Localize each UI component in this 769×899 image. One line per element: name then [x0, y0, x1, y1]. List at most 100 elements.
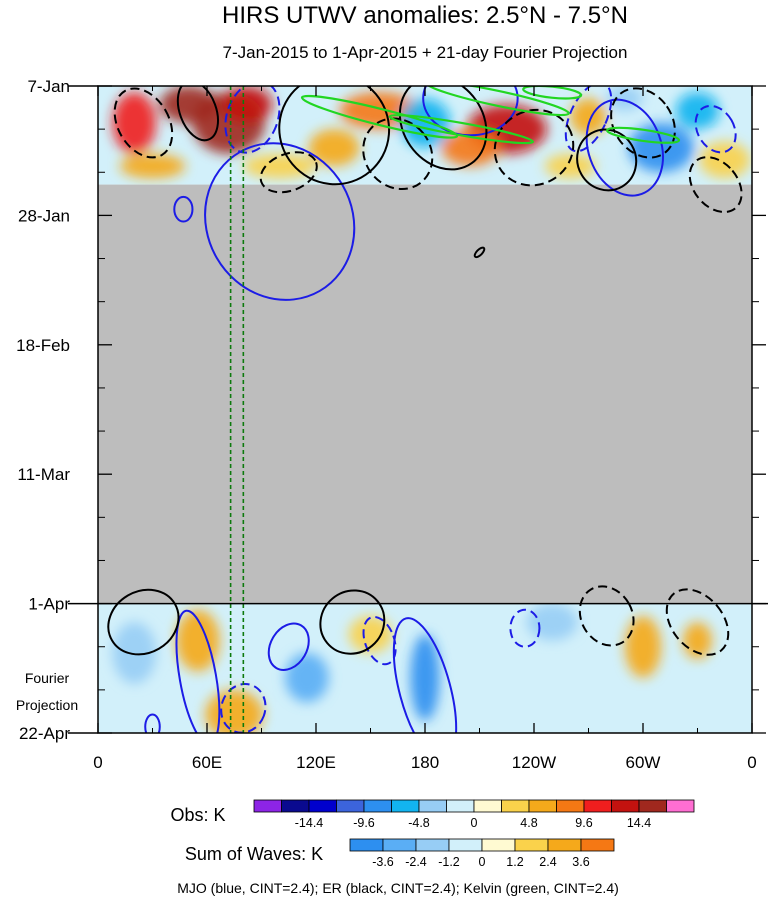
obs-colorbar-swatch-7 [446, 799, 475, 813]
obs-colorbar-swatch-8 [473, 799, 502, 813]
waves-colorbar-swatch-7 [580, 838, 615, 852]
kelvin-contour-1 [425, 86, 570, 117]
waves-colorbar-swatch-6 [547, 838, 582, 852]
x-tick-label-3: 180 [411, 753, 439, 772]
obs-colorbar-swatch-12 [583, 799, 612, 813]
obs-colorbar: -14.4 -9.6 -4.8 0 4.8 9.6 14.4 [253, 799, 695, 830]
mjo-contour-4 [224, 86, 281, 154]
projection-anomaly-blob-6 [285, 652, 329, 703]
er-contour-13 [665, 588, 730, 656]
er-contour-11 [319, 589, 386, 655]
er-contour-14 [473, 246, 486, 259]
obs-anomaly-blob-7 [308, 129, 360, 167]
er-contour-9 [259, 151, 318, 194]
kelvin-contour-2 [388, 114, 535, 145]
y-tick-label-4: 1-Apr [28, 595, 70, 614]
x-tick-label-1: 60E [192, 753, 222, 772]
projection-anomaly-blob-4 [682, 622, 713, 660]
waves-colorbar-tick-label-3: 0 [479, 855, 486, 869]
waves-colorbar-tick-label-0: -3.6 [372, 855, 394, 869]
y-tick-label-3: 11-Mar [17, 465, 70, 484]
projection-anomaly-blob-3 [624, 615, 662, 678]
er-contour-8 [688, 156, 743, 214]
mjo-contour-7 [175, 609, 221, 733]
mjo-contour-1 [422, 86, 519, 137]
waves-colorbar-tick-label-1: -2.4 [405, 855, 427, 869]
er-contour-4 [610, 87, 676, 159]
obs-colorbar-swatch-5 [391, 799, 420, 813]
obs-anomaly-blob-2 [112, 92, 157, 154]
missing-data-region [98, 184, 752, 604]
er-contour-3 [362, 117, 434, 191]
obs-colorbar-swatch-3 [336, 799, 365, 813]
obs-anomaly-blob-11 [675, 92, 720, 130]
y-tick-label-1: 28-Jan [18, 206, 70, 225]
projection-anomaly-blob-7 [526, 603, 578, 641]
x-tick-label-5: 60W [626, 753, 661, 772]
waves-colorbar-swatch-5 [514, 838, 549, 852]
kelvin-contour-3 [605, 126, 681, 144]
obs-colorbar-tick-label-4: 4.8 [520, 816, 537, 830]
obs-colorbar-tick-label-0: -14.4 [295, 816, 324, 830]
obs-colorbar-swatch-10 [528, 799, 557, 813]
obs-colorbar-swatch-15 [666, 799, 695, 813]
y-tick-label-0: 7-Jan [27, 77, 70, 96]
obs-colorbar-tick-label-6: 14.4 [627, 816, 651, 830]
chart-title: HIRS UTWV anomalies: 2.5°N - 7.5°N [222, 2, 628, 29]
projection-anomaly-blob-5 [348, 615, 393, 653]
mjo-contour-2 [585, 98, 664, 197]
mjo-contour-8 [392, 617, 458, 733]
waves-colorbar: -3.6 -2.4 -1.2 0 1.2 2.4 3.6 [349, 838, 615, 869]
mjo-contour-13 [144, 713, 161, 733]
obs-colorbar-swatch-6 [418, 799, 447, 813]
waves-colorbar-swatch-0 [349, 838, 384, 852]
chart-subtitle: 7-Jan-2015 to 1-Apr-2015 + 21-day Fourie… [223, 43, 628, 62]
obs-colorbar-tick-label-5: 9.6 [575, 816, 592, 830]
kelvin-contour-0 [300, 94, 459, 139]
obs-colorbar-swatch-13 [611, 799, 640, 813]
er-contour-6 [113, 87, 174, 159]
y-tick-label-2: 18-Feb [16, 336, 70, 355]
projection-anomaly-blob-8 [112, 622, 157, 684]
mjo-contour-9 [267, 622, 310, 671]
obs-colorbar-swatch-1 [281, 799, 310, 813]
projection-anomaly-blob-2 [410, 634, 440, 721]
mjo-contour-3 [173, 195, 194, 223]
obs-colorbar-tick-label-3: 0 [471, 816, 478, 830]
projection-anomaly-blob-0 [176, 609, 220, 672]
obs-anomaly-blob-12 [544, 153, 596, 179]
waves-colorbar-swatch-1 [382, 838, 417, 852]
obs-colorbar-tick-label-2: -4.8 [408, 816, 430, 830]
x-tick-label-0: 0 [93, 753, 102, 772]
waves-colorbar-label: Sum of Waves: K [185, 844, 323, 864]
x-tick-label-4: 120W [512, 753, 556, 772]
obs-colorbar-swatch-11 [556, 799, 585, 813]
waves-colorbar-swatch-2 [415, 838, 450, 852]
y-tick-label-5: 22-Apr [19, 724, 70, 743]
obs-anomaly-blob-10 [399, 98, 451, 148]
obs-colorbar-swatch-14 [638, 799, 667, 813]
er-contour-2 [493, 108, 575, 187]
x-tick-label-2: 120E [296, 753, 336, 772]
mjo-contour-6 [694, 104, 737, 154]
obs-colorbar-tick-label-1: -9.6 [353, 816, 375, 830]
mjo-contour-11 [362, 615, 397, 666]
waves-colorbar-tick-label-4: 1.2 [506, 855, 523, 869]
obs-colorbar-swatch-9 [501, 799, 530, 813]
er-contour-5 [576, 128, 638, 192]
waves-colorbar-tick-label-5: 2.4 [539, 855, 556, 869]
waves-colorbar-tick-label-2: -1.2 [438, 855, 460, 869]
waves-colorbar-swatch-3 [448, 838, 483, 852]
er-contour-7 [176, 86, 219, 142]
waves-colorbar-tick-label-6: 3.6 [572, 855, 589, 869]
waves-colorbar-swatch-4 [481, 838, 516, 852]
mjo-contour-10 [220, 683, 267, 733]
x-tick-label-6: 0 [747, 753, 756, 772]
projection-label-line1: Fourier [25, 670, 70, 686]
obs-anomaly-blob-14 [119, 153, 186, 179]
footnote: MJO (blue, CINT=2.4); ER (black, CINT=2.… [177, 880, 619, 896]
projection-label-line2: Projection [16, 697, 78, 713]
plot-area [98, 86, 752, 733]
mjo-contour-12 [509, 608, 541, 648]
